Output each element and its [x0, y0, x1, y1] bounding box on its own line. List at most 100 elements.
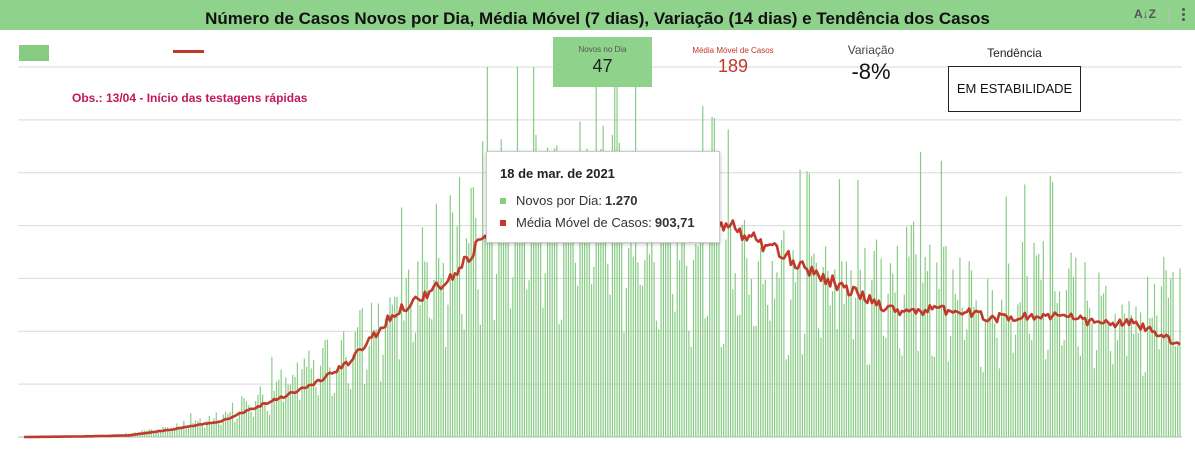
bar-141: [350, 389, 352, 437]
bar-251: [604, 201, 607, 437]
bar-171: [419, 304, 421, 437]
bar-342: [815, 262, 817, 437]
bar-354: [843, 303, 845, 437]
bar-249: [600, 149, 602, 438]
bar-224: [542, 307, 544, 437]
kpi-media-card: Média Móvel de Casos 189: [680, 46, 786, 77]
bar-319: [762, 283, 764, 437]
bar-73: [192, 423, 194, 437]
bar-488: [1153, 283, 1156, 437]
more-vert-icon[interactable]: [1181, 7, 1185, 21]
bar-69: [183, 420, 185, 437]
bar-416: [987, 279, 989, 437]
bar-299: [716, 225, 718, 437]
bar-316: [755, 325, 757, 437]
bar-498: [1177, 344, 1179, 437]
bar-382: [908, 256, 910, 437]
bar-98: [250, 411, 252, 437]
bar-250: [602, 125, 604, 437]
bar-473: [1119, 323, 1121, 437]
bar-66: [176, 423, 178, 437]
bar-393: [933, 356, 936, 437]
bar-409: [970, 270, 973, 437]
bar-188: [458, 177, 461, 437]
bar-459: [1086, 300, 1088, 437]
bar-292: [699, 222, 702, 437]
bar-226: [546, 147, 549, 437]
bar-113: [285, 377, 287, 437]
chart-tooltip: 18 de mar. de 2021 Novos por Dia: 1.270 …: [486, 151, 720, 243]
bar-190: [463, 329, 465, 437]
bar-56: [153, 432, 155, 437]
bar-241: [581, 168, 583, 438]
bar-387: [919, 151, 922, 437]
bar-427: [1012, 352, 1014, 437]
bar-246: [593, 266, 595, 437]
bar-288: [690, 346, 692, 437]
bar-191: [465, 238, 468, 437]
bar-204: [495, 273, 498, 437]
bar-360: [857, 180, 859, 437]
bar-361: [859, 269, 861, 437]
bar-380: [903, 294, 905, 437]
bar-303: [725, 239, 727, 437]
kpi-media-value: 189: [717, 56, 749, 76]
bar-253: [609, 294, 611, 437]
bar-385: [915, 254, 917, 437]
bar-368: [875, 239, 878, 437]
bar-248: [597, 156, 600, 437]
bar-76: [199, 418, 201, 437]
bar-413: [980, 366, 982, 437]
bar-245: [590, 284, 593, 437]
bar-210: [509, 308, 512, 437]
bar-496: [1172, 272, 1174, 437]
bar-289: [692, 259, 695, 437]
bar-68: [180, 426, 183, 437]
bar-426: [1010, 321, 1012, 437]
bar-499: [1179, 268, 1181, 437]
kpi-variacao-label: Variação: [847, 43, 895, 57]
bar-236: [570, 154, 572, 438]
bar-312: [746, 258, 748, 437]
bar-297: [711, 116, 713, 437]
bar-314: [750, 278, 753, 437]
bar-465: [1100, 295, 1102, 437]
bar-369: [878, 298, 880, 437]
bar-211: [512, 277, 514, 437]
bar-444: [1051, 182, 1054, 437]
az-sort-icon[interactable]: A↓Z: [1134, 7, 1156, 21]
bar-260: [625, 287, 627, 437]
bar-235: [567, 206, 570, 437]
bar-453: [1072, 276, 1075, 437]
kpi-tendencia-value: EM ESTABILIDADE: [948, 66, 1081, 112]
bar-178: [435, 203, 437, 437]
bar-450: [1065, 290, 1068, 437]
bar-378: [899, 348, 901, 437]
bar-389: [924, 256, 926, 437]
bar-199: [484, 234, 486, 437]
bar-167: [410, 305, 412, 437]
bar-490: [1158, 349, 1160, 437]
bar-300: [718, 207, 720, 437]
bar-329: [785, 359, 787, 437]
bar-359: [855, 297, 857, 437]
bar-254: [611, 134, 614, 437]
bar-497: [1174, 346, 1176, 437]
bar-150: [370, 302, 373, 437]
bar-119: [299, 399, 301, 437]
page-title: Número de Casos Novos por Dia, Média Móv…: [205, 9, 990, 28]
bar-422: [1001, 299, 1003, 437]
annotation-text: Obs.: 13/04 - Início das testagens rápid…: [72, 91, 308, 105]
bar-155: [382, 354, 384, 437]
bar-472: [1116, 340, 1119, 437]
bar-230: [556, 145, 558, 437]
bar-81: [211, 421, 213, 437]
bar-373: [887, 293, 889, 437]
bar-116: [292, 374, 294, 437]
bar-132: [329, 367, 331, 437]
bar-134: [333, 392, 336, 437]
bar-159: [391, 304, 393, 437]
bar-335: [799, 169, 801, 438]
bar-270: [648, 254, 651, 437]
bar-94: [241, 396, 243, 437]
